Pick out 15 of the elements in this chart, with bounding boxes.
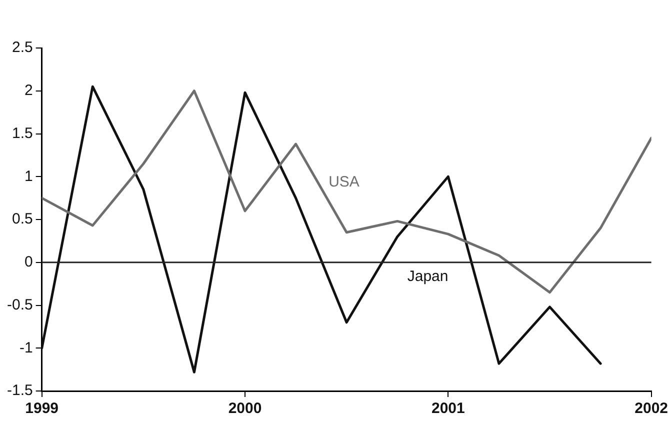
y-tick-label: -1: [20, 339, 33, 356]
y-tick-label: 1.5: [12, 124, 33, 142]
y-tick-label: 0: [24, 254, 33, 271]
x-tick-label: 2000: [228, 400, 262, 418]
y-tick-label: 0.5: [12, 210, 33, 228]
y-tick-label: -1.5: [6, 382, 33, 400]
x-tick-label: 2002: [634, 400, 668, 418]
y-tick-label: 2.5: [12, 39, 33, 56]
y-tick-label: 1: [24, 168, 33, 185]
x-tick-label: 2001: [431, 400, 465, 418]
y-tick-label: -0.5: [6, 296, 33, 314]
x-tick-label: 1999: [25, 400, 59, 418]
series-label: USA: [328, 174, 360, 191]
y-tick-label: 2: [24, 82, 33, 100]
series-label: Japan: [407, 268, 448, 285]
